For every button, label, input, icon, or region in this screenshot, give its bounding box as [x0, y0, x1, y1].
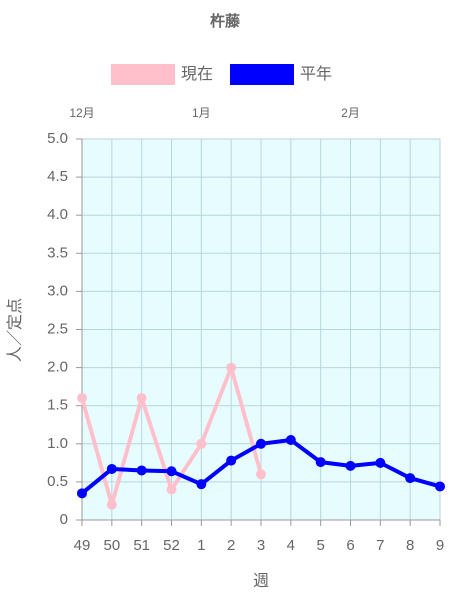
x-tick-label: 49 — [74, 537, 91, 554]
y-tick-label: 3.0 — [47, 282, 68, 299]
data-point — [256, 469, 266, 480]
data-point — [136, 465, 147, 476]
month-label: 2月 — [341, 106, 360, 120]
data-point — [405, 473, 416, 484]
month-label: 1月 — [192, 106, 211, 120]
legend-label: 現在 — [181, 65, 213, 83]
x-tick-label: 2 — [227, 537, 235, 554]
month-label: 12月 — [69, 106, 94, 120]
data-point — [226, 455, 237, 466]
data-point — [226, 362, 237, 373]
data-point — [166, 466, 177, 477]
x-tick-label: 7 — [376, 537, 384, 554]
x-tick-label: 52 — [163, 537, 180, 554]
y-tick-label: 0.5 — [47, 473, 68, 490]
legend-label: 平年 — [300, 65, 332, 83]
data-point — [345, 460, 356, 471]
data-point — [77, 488, 87, 499]
legend-swatch — [111, 64, 175, 85]
data-point — [315, 457, 326, 468]
data-point — [196, 438, 207, 449]
x-tick-label: 1 — [197, 537, 205, 554]
x-tick-label: 9 — [436, 537, 444, 554]
y-axis-label: 人／定点 — [6, 298, 24, 362]
y-tick-label: 0 — [60, 511, 68, 528]
y-tick-label: 4.5 — [47, 168, 68, 185]
y-tick-label: 4.0 — [47, 206, 68, 223]
x-tick-label: 5 — [316, 537, 324, 554]
x-tick-label: 8 — [406, 537, 414, 554]
x-axis-label: 週 — [253, 572, 269, 590]
data-point — [77, 393, 87, 404]
y-tick-label: 1.5 — [47, 397, 68, 414]
y-tick-label: 2.0 — [47, 359, 68, 376]
y-tick-label: 1.0 — [47, 435, 68, 452]
data-point — [166, 484, 177, 495]
x-tick-label: 4 — [287, 537, 295, 554]
chart-title: 杵藤 — [210, 12, 241, 30]
y-tick-label: 3.5 — [47, 244, 68, 261]
x-tick-label: 6 — [346, 537, 354, 554]
data-point — [196, 479, 207, 490]
data-point — [106, 499, 117, 510]
data-point — [285, 434, 296, 445]
data-point — [375, 457, 386, 468]
y-tick-label: 5.0 — [47, 130, 68, 147]
data-point — [435, 481, 445, 492]
data-point — [256, 438, 266, 449]
data-point — [106, 463, 117, 474]
y-tick-label: 2.5 — [47, 320, 68, 337]
x-tick-label: 51 — [133, 537, 150, 554]
legend-swatch — [230, 64, 294, 85]
data-point — [136, 393, 147, 404]
x-tick-label: 50 — [103, 537, 120, 554]
x-tick-label: 3 — [257, 537, 265, 554]
